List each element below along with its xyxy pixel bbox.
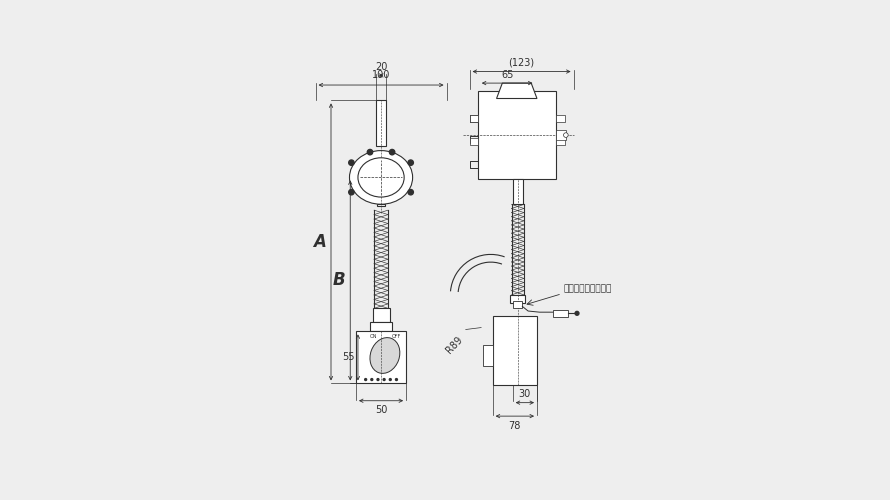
Polygon shape	[556, 114, 564, 121]
Bar	[510, 295, 525, 302]
Bar	[554, 310, 568, 317]
Ellipse shape	[370, 338, 400, 374]
Circle shape	[365, 378, 367, 380]
Bar	[493, 316, 537, 386]
Circle shape	[377, 378, 379, 380]
Circle shape	[349, 160, 354, 166]
Text: ON: ON	[369, 334, 377, 338]
Text: 78: 78	[509, 420, 521, 430]
Circle shape	[349, 190, 354, 195]
Text: 65: 65	[501, 70, 514, 80]
Bar	[513, 180, 522, 204]
Circle shape	[384, 378, 385, 380]
Circle shape	[408, 190, 413, 195]
Circle shape	[563, 133, 568, 138]
Polygon shape	[470, 114, 478, 121]
Polygon shape	[497, 83, 537, 98]
Text: 20: 20	[375, 62, 387, 72]
Circle shape	[575, 312, 579, 316]
Circle shape	[390, 150, 395, 155]
Bar	[556, 130, 566, 140]
Text: 50: 50	[375, 406, 387, 415]
Bar	[377, 204, 384, 206]
Text: 100: 100	[372, 70, 390, 81]
Circle shape	[408, 160, 413, 166]
Polygon shape	[556, 138, 564, 144]
Bar	[376, 100, 386, 146]
Ellipse shape	[350, 150, 413, 204]
Text: B: B	[333, 272, 345, 289]
Text: 熱収縮チューブ包覆: 熱収縮チューブ包覆	[564, 284, 612, 294]
Bar	[514, 302, 522, 308]
Text: 55: 55	[343, 352, 355, 362]
Circle shape	[395, 378, 398, 380]
Text: (123): (123)	[508, 58, 535, 68]
Polygon shape	[470, 138, 478, 144]
Circle shape	[368, 150, 373, 155]
Bar	[370, 322, 392, 332]
Circle shape	[389, 378, 392, 380]
Text: R89: R89	[445, 334, 465, 355]
Ellipse shape	[358, 158, 404, 197]
Bar	[356, 332, 406, 384]
Text: 30: 30	[519, 389, 531, 399]
Circle shape	[371, 378, 373, 380]
Text: OFF: OFF	[392, 334, 401, 338]
Bar	[483, 345, 493, 366]
Bar	[373, 308, 390, 322]
Bar	[478, 91, 556, 180]
Text: A: A	[313, 233, 327, 251]
